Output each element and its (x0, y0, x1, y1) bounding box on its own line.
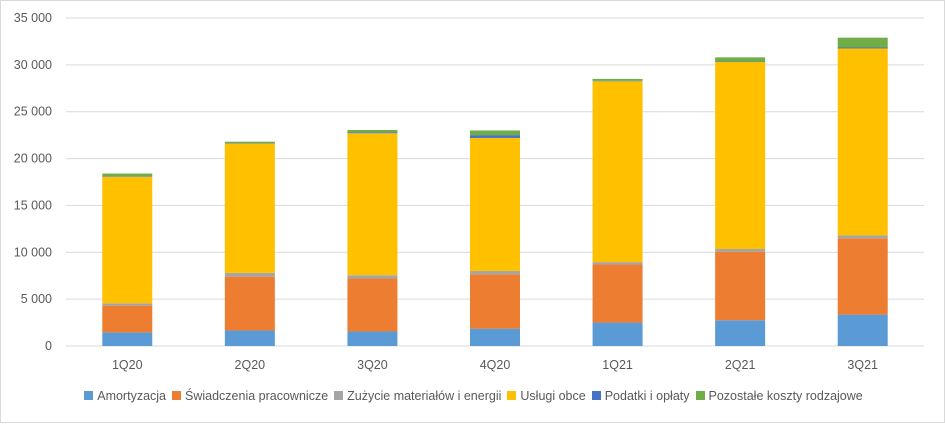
bar-segment (347, 132, 397, 133)
bar-segment (347, 275, 397, 278)
bar-segment (225, 273, 275, 277)
legend-item: Amortyzacja (84, 389, 166, 403)
bar-segment (347, 130, 397, 132)
bar-segment (225, 144, 275, 273)
bar-segment (715, 252, 765, 320)
x-tick-label: 2Q20 (235, 358, 266, 372)
y-tick-label: 30 000 (14, 58, 52, 72)
legend-item: Pozostałe koszty rodzajowe (696, 389, 863, 403)
bar-segment (838, 238, 888, 314)
legend-label: Usługi obce (520, 389, 585, 403)
bar-segment (102, 303, 152, 305)
x-tick-label: 1Q21 (602, 358, 633, 372)
legend-item: Świadczenia pracownicze (172, 389, 328, 403)
bar-segment (102, 177, 152, 304)
bar-segment (470, 274, 520, 328)
bar-segment (593, 81, 643, 262)
legend-swatch (507, 391, 516, 400)
bar-segment (838, 235, 888, 238)
bar-segment (102, 332, 152, 346)
x-tick-label: 2Q21 (725, 358, 756, 372)
bar-segment (838, 315, 888, 346)
bar-segment (470, 329, 520, 346)
legend: Amortyzacja Świadczenia pracownicze Zużyci… (1, 389, 945, 403)
bar-segment (715, 57, 765, 61)
y-tick-label: 20 000 (14, 152, 52, 166)
bars (102, 38, 887, 346)
x-tick-label: 1Q20 (112, 358, 143, 372)
bar-segment (225, 142, 275, 143)
legend-label: Podatki i opłaty (605, 389, 690, 403)
bar-segment (593, 323, 643, 346)
y-tick-label: 35 000 (14, 11, 52, 25)
legend-swatch (696, 391, 705, 400)
x-tick-label: 3Q21 (847, 358, 878, 372)
bar-segment (470, 271, 520, 274)
legend-swatch (172, 391, 181, 400)
bar-segment (470, 138, 520, 271)
x-tick-label: 4Q20 (480, 358, 511, 372)
legend-item: Usługi obce (507, 389, 585, 403)
y-tick-label: 15 000 (14, 198, 52, 212)
y-tick-label: 0 (45, 339, 52, 353)
bar-segment (102, 306, 152, 333)
x-tick-label: 3Q20 (357, 358, 388, 372)
bar-segment (593, 264, 643, 322)
legend-label: Pozostałe koszty rodzajowe (709, 389, 863, 403)
bar-segment (225, 331, 275, 346)
bar-segment (102, 174, 152, 177)
bar-segment (347, 133, 397, 275)
bar-segment (715, 320, 765, 346)
bar-segment (347, 279, 397, 332)
legend-item: Zużycie materiałów i energii (334, 389, 501, 403)
bar-segment (225, 277, 275, 331)
bar-segment (838, 48, 888, 235)
y-tick-label: 25 000 (14, 105, 52, 119)
bar-segment (470, 130, 520, 135)
y-axis: 0 5 000 10 000 15 000 20 000 25 000 30 000 35 0… (14, 11, 52, 353)
legend-swatch (334, 391, 343, 400)
y-tick-label: 5 000 (21, 292, 52, 306)
legend-label: Amortyzacja (97, 389, 166, 403)
legend-swatch (592, 391, 601, 400)
legend-label: Świadczenia pracownicze (185, 389, 328, 403)
bar-segment (593, 262, 643, 264)
bar-segment (715, 249, 765, 252)
bar-segment (715, 62, 765, 249)
y-tick-label: 10 000 (14, 245, 52, 259)
legend-item: Podatki i opłaty (592, 389, 690, 403)
legend-swatch (84, 391, 93, 400)
bar-segment (838, 38, 888, 48)
bar-segment (470, 135, 520, 138)
bar-segment (347, 331, 397, 346)
bar-segment (838, 48, 888, 49)
x-axis: 1Q20 2Q20 3Q20 4Q20 1Q21 2Q21 3Q21 (112, 358, 878, 372)
legend-label: Zużycie materiałów i energii (347, 389, 501, 403)
bar-segment (593, 79, 643, 81)
